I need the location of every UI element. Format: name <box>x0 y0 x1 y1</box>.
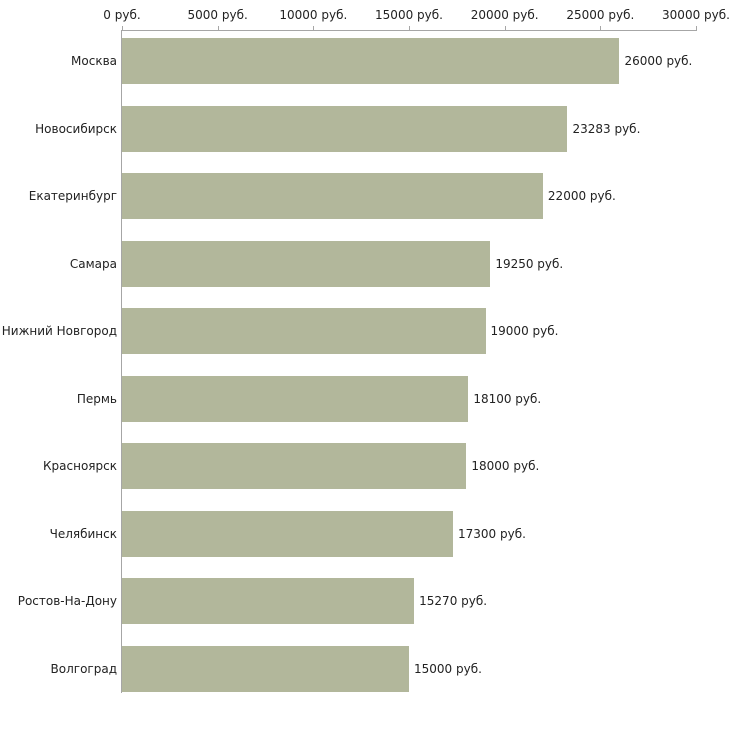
value-label: 23283 руб. <box>572 121 641 136</box>
value-label: 18100 руб. <box>473 391 542 406</box>
value-label: 19000 руб. <box>490 324 559 338</box>
category-label: Пермь <box>76 391 117 406</box>
bar <box>122 510 453 557</box>
x-axis-tick <box>409 26 410 31</box>
x-axis-tick <box>696 26 697 31</box>
category-label: Москва <box>71 54 117 68</box>
bar-row: Волгоград 15000 руб. <box>51 645 696 692</box>
bar <box>122 105 568 152</box>
value-label: 15000 руб. <box>414 661 482 676</box>
bar <box>122 645 409 692</box>
x-axis-tick-label: 5000 руб. <box>187 8 248 22</box>
bar <box>122 308 486 354</box>
x-axis-tick <box>122 26 123 31</box>
x-axis-tick <box>504 26 506 31</box>
bar-row: Новосибирск 23283 руб. <box>35 105 696 152</box>
bar-row: Самара 19250 руб. <box>70 240 696 287</box>
category-label: Новосибирск <box>35 121 117 136</box>
bar-row: Ростов-На-Дону 15270 руб. <box>18 578 696 624</box>
x-axis-tick-label: 10000 руб. <box>279 8 348 22</box>
value-label: 26000 руб. <box>624 54 693 68</box>
value-label: 17300 руб. <box>458 526 526 541</box>
x-axis-tick-label: 20000 руб. <box>470 8 539 22</box>
bar <box>122 240 491 287</box>
bar-row: Пермь 18100 руб. <box>77 375 696 422</box>
category-label: Волгоград <box>50 661 117 676</box>
x-axis-tick-label: 30000 руб. <box>662 8 730 22</box>
value-label: 22000 руб. <box>547 189 616 203</box>
bar <box>122 173 543 219</box>
x-axis-tick <box>217 26 219 31</box>
bar-row: Челябинск 17300 руб. <box>50 510 696 557</box>
bar-row: Красноярск 18000 руб. <box>43 443 696 489</box>
x-axis-tick-label: 0 руб. <box>103 8 141 22</box>
x-axis-tick-label: 15000 руб. <box>375 8 443 22</box>
category-label: Нижний Новгород <box>1 324 117 338</box>
x-axis-tick <box>600 26 602 31</box>
bar <box>122 443 467 489</box>
value-label: 15270 руб. <box>419 594 488 608</box>
bar-row: Екатеринбург 22000 руб. <box>29 173 696 219</box>
bar <box>122 375 469 422</box>
plot-area: 0 руб. 5000 руб. 10000 руб. 15000 руб. 20000… <box>2 8 730 693</box>
x-axis-tick <box>313 26 315 31</box>
category-label: Екатеринбург <box>28 189 117 203</box>
category-label: Красноярск <box>43 459 117 473</box>
value-label: 19250 руб. <box>495 256 564 271</box>
category-label: Самара <box>69 256 117 271</box>
bar-row: Москва 26000 руб. <box>71 38 696 84</box>
category-label: Ростов-На-Дону <box>17 594 117 608</box>
x-axis-tick-label: 25000 руб. <box>566 8 635 22</box>
bar-row: Нижний Новгород 19000 руб. <box>2 308 696 354</box>
value-label: 18000 руб. <box>471 459 540 473</box>
bar <box>122 38 620 84</box>
category-label: Челябинск <box>49 526 117 541</box>
bar <box>122 578 415 624</box>
